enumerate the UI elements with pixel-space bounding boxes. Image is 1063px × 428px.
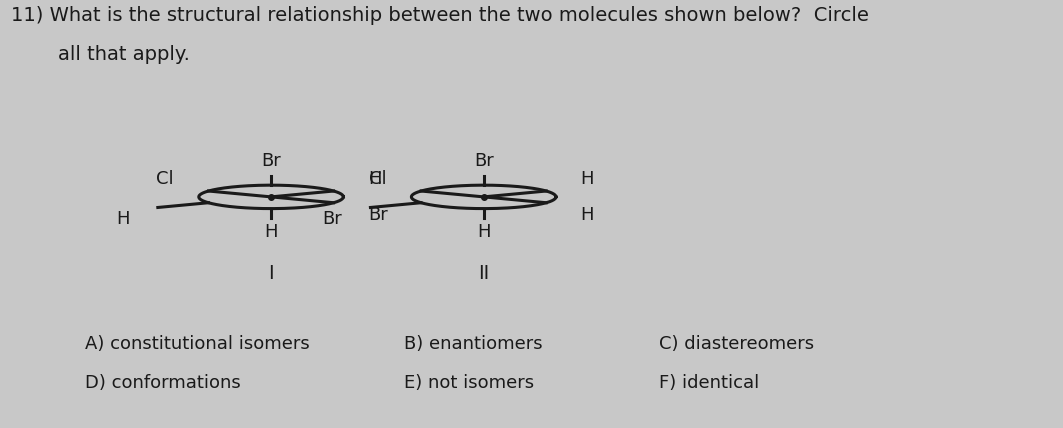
Text: H: H: [580, 206, 594, 224]
Text: H: H: [477, 223, 490, 241]
Text: A) constitutional isomers: A) constitutional isomers: [85, 335, 309, 353]
Text: D) conformations: D) conformations: [85, 374, 241, 392]
Text: I: I: [268, 264, 274, 283]
Text: C) diastereomers: C) diastereomers: [659, 335, 814, 353]
Text: B) enantiomers: B) enantiomers: [404, 335, 542, 353]
Text: II: II: [478, 264, 489, 283]
Text: H: H: [116, 210, 130, 228]
Text: all that apply.: all that apply.: [58, 45, 190, 64]
Text: Br: Br: [474, 152, 493, 170]
Text: F) identical: F) identical: [659, 374, 759, 392]
Text: H: H: [368, 170, 382, 188]
Text: Br: Br: [322, 210, 342, 228]
Text: E) not isomers: E) not isomers: [404, 374, 534, 392]
Text: Br: Br: [261, 152, 281, 170]
Text: H: H: [265, 223, 277, 241]
Text: 11) What is the structural relationship between the two molecules shown below?  : 11) What is the structural relationship …: [11, 6, 868, 25]
Text: Br: Br: [368, 206, 388, 224]
Text: H: H: [580, 170, 594, 188]
Text: Cl: Cl: [369, 170, 387, 188]
Text: Cl: Cl: [156, 170, 174, 188]
